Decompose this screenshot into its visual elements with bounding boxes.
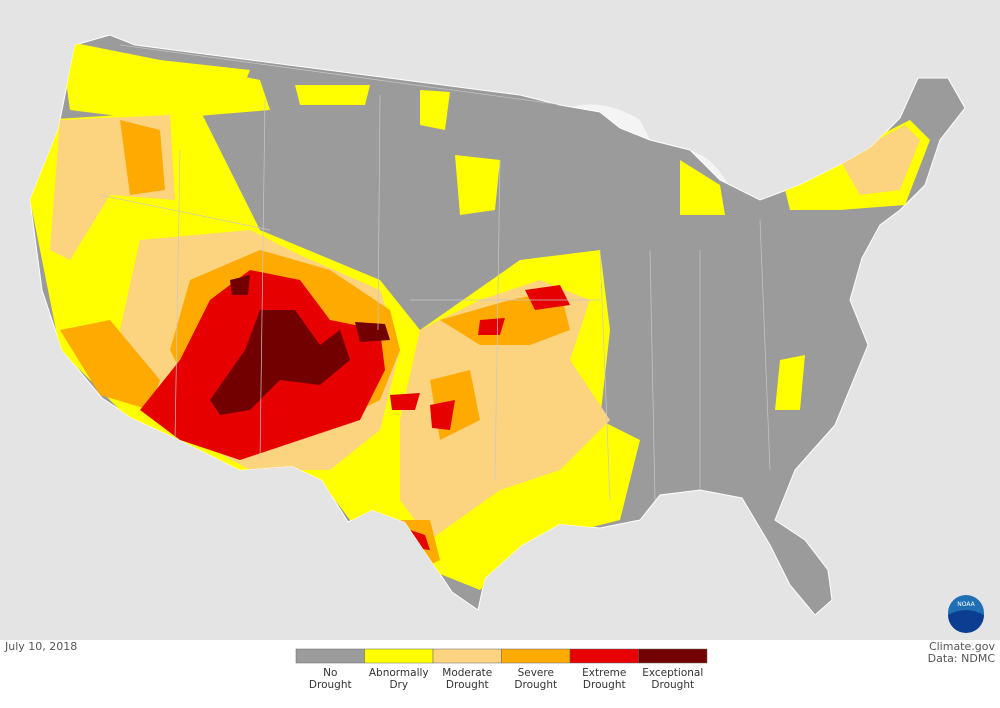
legend-label: Extreme: [582, 667, 626, 679]
legend-swatch: [432, 648, 502, 664]
legend-label: Drought: [446, 679, 489, 691]
legend-label: No: [323, 667, 337, 679]
legend-label: Exceptional: [642, 667, 703, 679]
drought-areas: [30, 40, 930, 590]
logo-wave: [948, 610, 984, 633]
legend-swatch: [364, 648, 434, 664]
legend-label: Dry: [389, 679, 408, 691]
state-borders: [99, 44, 771, 501]
legend-label: Drought: [651, 679, 694, 691]
logo-text: NOAA: [957, 601, 975, 608]
noaa-logo: NOAA: [948, 595, 984, 633]
drought-area: [210, 275, 390, 415]
drought-area: [60, 40, 270, 120]
legend-swatch: [569, 648, 639, 664]
legend: NoDroughtAbnormallyDryModerateDroughtSev…: [295, 648, 708, 691]
legend-swatch: [295, 648, 365, 664]
legend-swatch: [638, 648, 708, 664]
drought-area: [295, 85, 500, 215]
legend-label: Moderate: [442, 667, 492, 679]
map-date: July 10, 2018: [4, 640, 77, 653]
legend-label: Drought: [514, 679, 557, 691]
drought-area: [400, 280, 610, 540]
legend-swatch: [501, 648, 571, 664]
legend-label: Abnormally: [369, 667, 429, 679]
credit: Climate.gov: [929, 640, 996, 653]
data-source: Data: NDMC: [928, 652, 996, 665]
legend-label: Drought: [309, 679, 352, 691]
drought-area: [840, 125, 920, 195]
drought-area: [60, 320, 160, 410]
legend-label: Severe: [518, 667, 554, 679]
legend-label: Drought: [583, 679, 626, 691]
drought-area: [120, 120, 165, 195]
